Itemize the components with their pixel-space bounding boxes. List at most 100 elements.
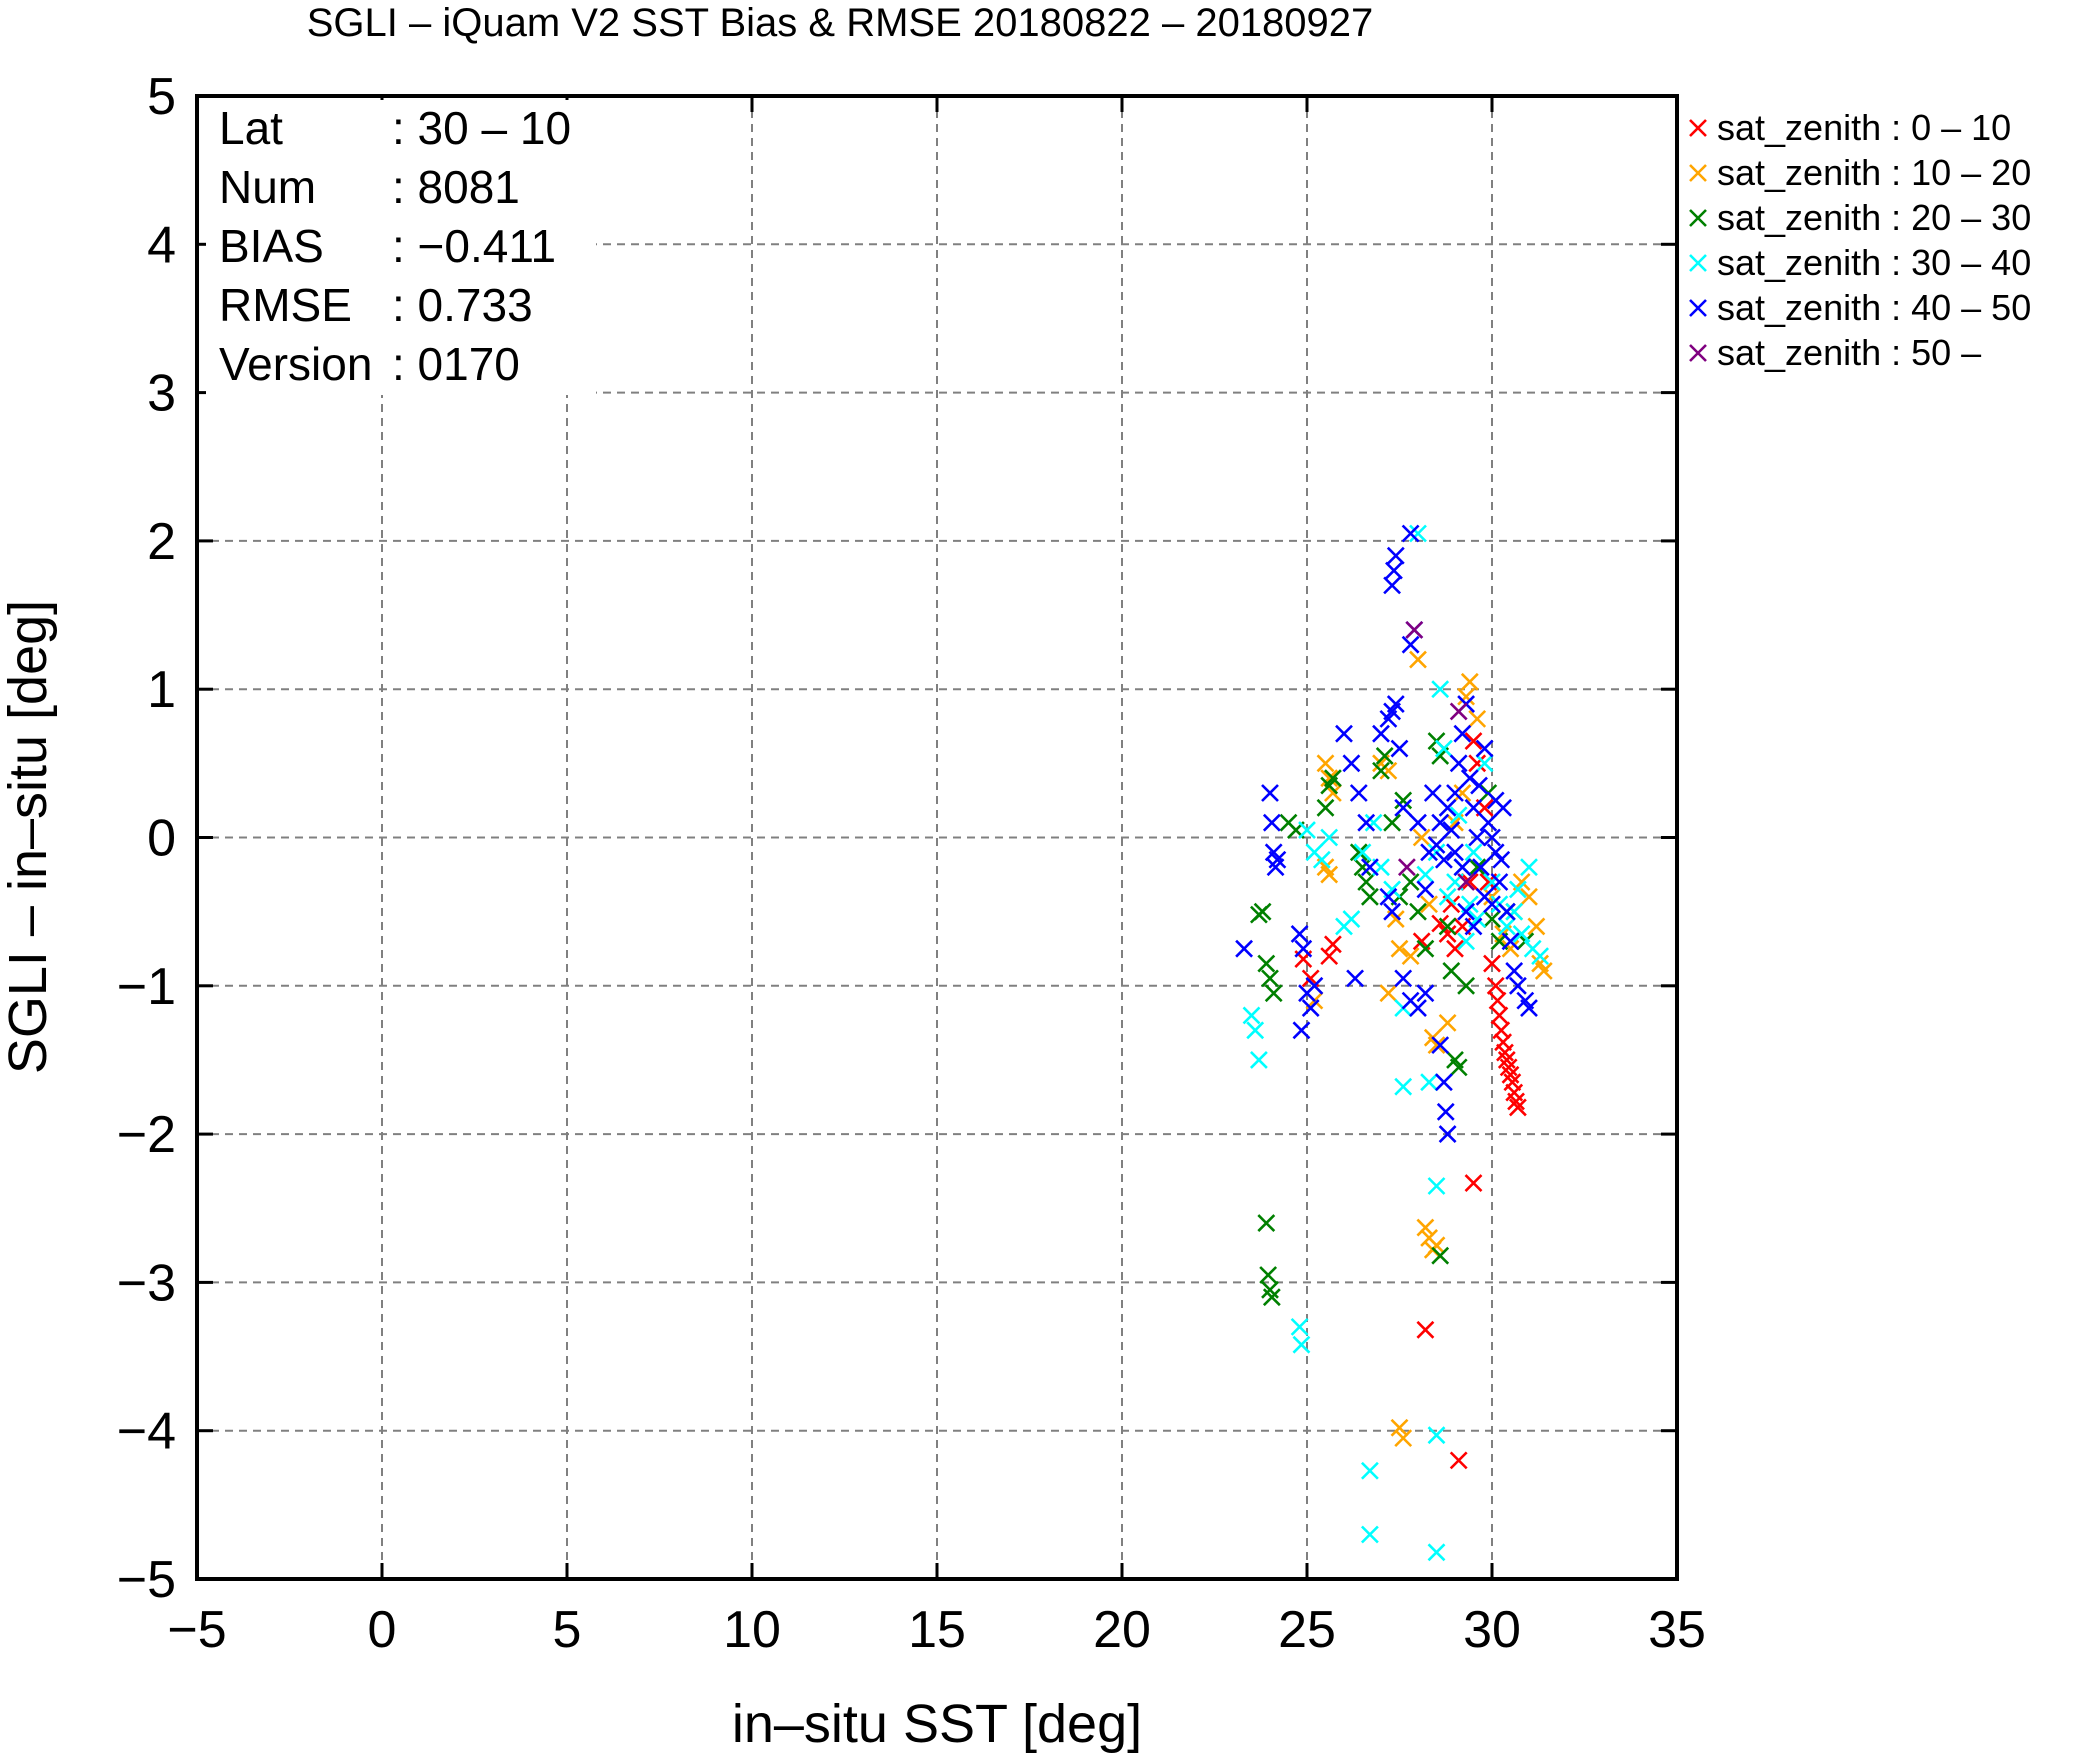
data-point: [1397, 858, 1416, 877]
data-point: [1346, 969, 1365, 988]
data-point: [1464, 843, 1483, 862]
stats-value: : 0170: [392, 338, 520, 390]
legend-marker: [1689, 119, 1707, 137]
data-point: [1449, 702, 1468, 721]
y-tick-label: −1: [117, 958, 176, 1016]
data-point: [1446, 939, 1464, 958]
data-point: [1434, 850, 1453, 869]
y-tick-label: 4: [147, 216, 176, 274]
data-point: [1409, 524, 1427, 543]
data-point: [1420, 895, 1439, 914]
data-point: [1449, 1451, 1468, 1470]
data-point: [1457, 687, 1476, 706]
data-point: [1446, 843, 1464, 862]
legend-entry: sat_zenith : 10 – 20: [1717, 152, 2031, 193]
data-point: [1470, 776, 1488, 795]
data-point: [1353, 858, 1372, 877]
x-tick-label: −5: [167, 1601, 226, 1659]
data-point: [1268, 850, 1287, 869]
data-point: [1412, 828, 1431, 847]
data-point: [1416, 939, 1435, 958]
data-point: [1508, 1098, 1527, 1117]
y-tick-label: −5: [117, 1551, 176, 1609]
y-tick-label: −4: [117, 1403, 176, 1461]
x-tick-label: 25: [1278, 1601, 1336, 1659]
data-point: [1483, 873, 1501, 891]
data-point: [1468, 709, 1487, 728]
data-point: [1427, 1177, 1446, 1195]
data-point: [1409, 999, 1427, 1017]
data-point: [1385, 561, 1403, 580]
data-point: [1375, 747, 1394, 765]
stats-value: : 8081: [392, 161, 520, 213]
legend-marker: [1689, 299, 1707, 317]
data-point: [1379, 761, 1398, 780]
y-axis-label: SGLI – in–situ [deg]: [0, 600, 58, 1074]
data-point: [1386, 546, 1405, 565]
data-point: [1483, 910, 1501, 928]
data-point: [1261, 784, 1279, 802]
legend-marker: [1689, 209, 1707, 227]
data-point: [1483, 828, 1501, 847]
data-point: [1453, 724, 1472, 743]
data-point: [1390, 1418, 1409, 1437]
data-point: [1316, 798, 1335, 817]
legend-entry: sat_zenith : 50 –: [1717, 332, 1981, 373]
data-point: [1290, 1317, 1309, 1336]
data-point: [1488, 991, 1507, 1010]
data-point: [1434, 739, 1453, 758]
legend-marker: [1689, 164, 1707, 182]
data-point: [1534, 962, 1553, 980]
data-point: [1431, 813, 1450, 832]
data-point: [1434, 1073, 1453, 1092]
x-tick-label: 5: [553, 1601, 582, 1659]
legend-marker: [1689, 254, 1707, 272]
data-point: [1449, 806, 1468, 825]
x-axis-label: in–situ SST [deg]: [732, 1694, 1142, 1754]
data-point: [1438, 924, 1457, 943]
data-point: [1409, 902, 1427, 921]
data-point: [1349, 784, 1368, 802]
stats-key: RMSE: [219, 279, 352, 331]
data-point: [1527, 917, 1546, 936]
data-point: [1438, 1013, 1457, 1032]
data-point: [1409, 650, 1427, 669]
data-point: [1290, 924, 1309, 943]
data-point: [1242, 1006, 1261, 1025]
legend-marker: [1689, 344, 1707, 362]
data-point: [1323, 769, 1342, 788]
data-point: [1379, 984, 1398, 1003]
data-point: [1460, 873, 1479, 891]
data-point: [1486, 843, 1505, 862]
data-point: [1468, 858, 1487, 877]
data-point: [1464, 1174, 1483, 1192]
data-point: [1405, 620, 1424, 639]
data-point: [1301, 999, 1320, 1017]
data-point: [1312, 850, 1331, 869]
data-point: [1483, 895, 1501, 914]
data-point: [1457, 873, 1476, 891]
stats-key: Lat: [219, 102, 283, 154]
data-point: [1316, 754, 1335, 773]
y-tick-label: 5: [147, 68, 176, 126]
data-point: [1501, 932, 1520, 951]
data-point: [1320, 865, 1339, 884]
data-point: [1497, 917, 1516, 936]
axis-ticks: [195, 94, 1679, 1581]
data-point: [1292, 1021, 1311, 1040]
stats-value: : −0.411: [392, 220, 556, 272]
y-tick-label: −2: [117, 1106, 176, 1164]
data-point: [1427, 1543, 1446, 1562]
data-point: [1261, 969, 1279, 988]
x-tick-label: 15: [908, 1601, 966, 1659]
data-point: [1457, 902, 1476, 921]
data-point: [1427, 1426, 1446, 1445]
data-point: [1438, 887, 1457, 906]
data-point: [1457, 976, 1476, 995]
data-point: [1294, 939, 1313, 958]
data-point: [1508, 976, 1527, 995]
data-point: [1475, 739, 1494, 758]
data-point: [1492, 850, 1511, 869]
y-tick-label: 3: [147, 365, 176, 423]
